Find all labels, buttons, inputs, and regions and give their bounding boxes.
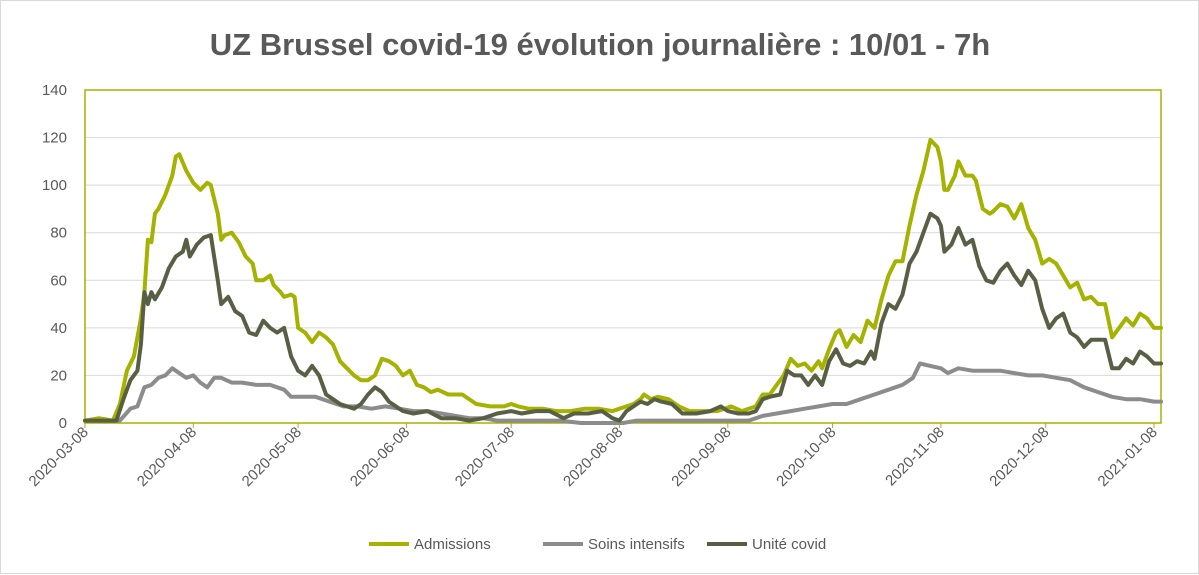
chart-legend: Admissions Soins intensifs Unité covid bbox=[369, 536, 826, 553]
x-tick-label: 2020-11-08 bbox=[882, 424, 947, 489]
y-tick-label: 120 bbox=[42, 130, 67, 147]
x-tick-label: 2020-09-08 bbox=[668, 424, 734, 490]
y-tick-label: 60 bbox=[50, 272, 67, 289]
legend-label: Unité covid bbox=[752, 536, 826, 553]
series-line-1 bbox=[83, 361, 1163, 425]
x-tick-label: 2020-06-08 bbox=[347, 424, 413, 490]
x-tick-label: 2020-10-08 bbox=[773, 424, 839, 490]
x-axis-ticks: 2020-03-08 2020-04-08 2020-05-08 2020-06-08… bbox=[26, 423, 1161, 490]
legend-label: Admissions bbox=[414, 536, 491, 553]
y-axis-ticks: 0 20 40 60 80 100 120 140 bbox=[42, 82, 67, 432]
chart-title: UZ Brussel covid-19 évolution journalièr… bbox=[210, 27, 990, 62]
y-tick-label: 80 bbox=[50, 225, 67, 242]
x-tick-label: 2020-07-08 bbox=[452, 424, 518, 490]
x-tick-label: 2020-03-08 bbox=[26, 424, 92, 490]
x-tick-label: 2020-04-08 bbox=[134, 424, 200, 490]
series-lines bbox=[83, 137, 1163, 425]
y-tick-label: 40 bbox=[50, 320, 67, 337]
x-tick-label: 2020-12-08 bbox=[986, 424, 1052, 490]
y-tick-label: 140 bbox=[42, 82, 67, 99]
series-line-2 bbox=[83, 211, 1163, 423]
x-tick-label: 2020-05-08 bbox=[239, 424, 305, 490]
x-tick-label: 2021-01-08 bbox=[1095, 424, 1161, 490]
x-tick-label: 2020-08-08 bbox=[560, 424, 626, 490]
y-tick-label: 20 bbox=[50, 367, 67, 384]
y-tick-label: 0 bbox=[59, 415, 67, 432]
legend-label: Soins intensifs bbox=[588, 536, 685, 553]
y-tick-label: 100 bbox=[42, 177, 67, 194]
